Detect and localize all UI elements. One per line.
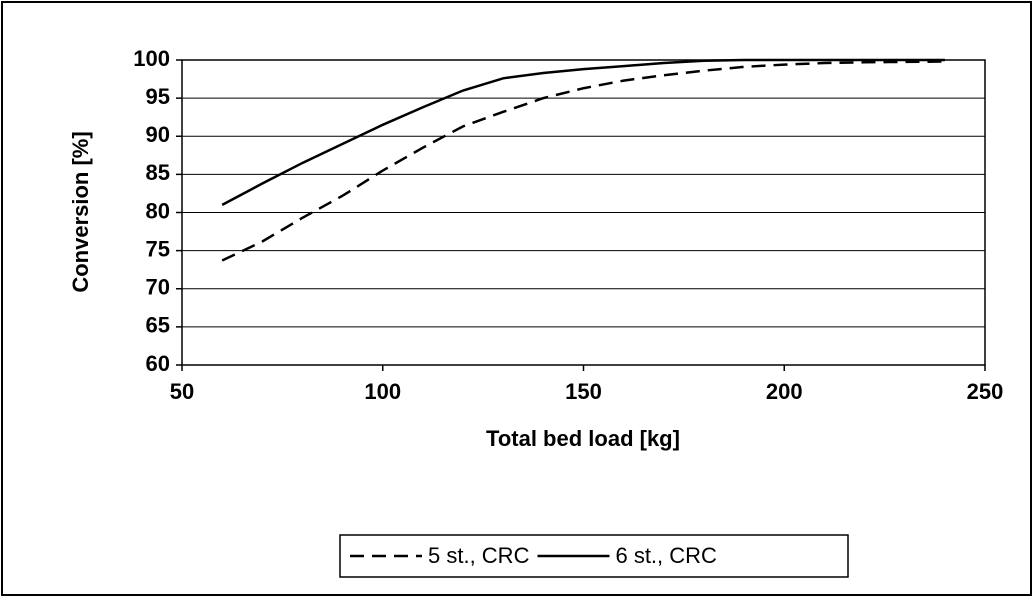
x-tick-label: 150 xyxy=(565,379,602,404)
x-tick-label: 200 xyxy=(766,379,803,404)
x-tick-label: 100 xyxy=(364,379,401,404)
x-axis-title: Total bed load [kg] xyxy=(486,426,680,451)
line-series xyxy=(221,60,945,262)
legend-label: 6 st., CRC xyxy=(615,543,717,568)
y-tick-label: 90 xyxy=(146,122,170,147)
y-tick-label: 95 xyxy=(146,84,170,109)
y-tick-label: 85 xyxy=(146,160,170,185)
plot-area xyxy=(181,59,986,366)
legend-label: 5 st., CRC xyxy=(428,543,530,568)
y-tick-label: 60 xyxy=(146,351,170,376)
y-tick-label: 70 xyxy=(146,275,170,300)
x-tick-label: 50 xyxy=(170,379,194,404)
y-tick-label: 65 xyxy=(146,313,170,338)
y-tick-label: 80 xyxy=(146,198,170,223)
y-tick-label: 100 xyxy=(133,46,170,71)
line-series xyxy=(221,58,945,206)
y-tick-label: 75 xyxy=(146,236,170,261)
y-axis-title: Conversion [%] xyxy=(68,131,93,292)
x-tick-label: 250 xyxy=(967,379,1004,404)
